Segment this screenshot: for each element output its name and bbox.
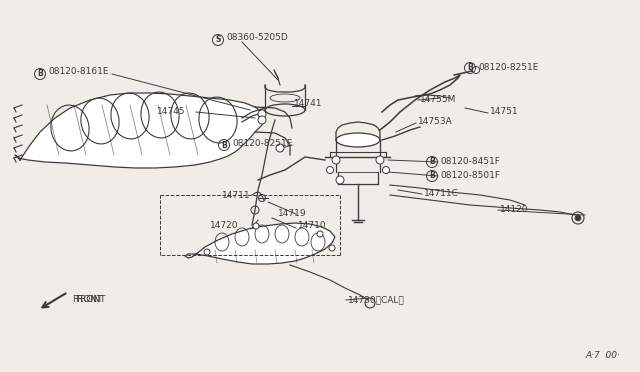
Polygon shape — [15, 93, 265, 168]
Circle shape — [204, 249, 210, 255]
Text: 14730（CAL）: 14730（CAL） — [348, 295, 404, 305]
Circle shape — [276, 144, 284, 152]
Text: B: B — [429, 171, 435, 180]
Circle shape — [383, 167, 390, 173]
Text: FRONT: FRONT — [72, 295, 102, 305]
Text: S: S — [215, 35, 221, 45]
Text: 08120-8161E: 08120-8161E — [48, 67, 109, 77]
Text: 14711: 14711 — [222, 192, 251, 201]
Text: B: B — [37, 70, 43, 78]
Text: B: B — [429, 157, 435, 167]
Circle shape — [336, 176, 344, 184]
Ellipse shape — [336, 133, 380, 147]
Text: FRONT: FRONT — [75, 295, 106, 305]
Circle shape — [317, 231, 323, 237]
Circle shape — [258, 110, 266, 118]
Circle shape — [326, 167, 333, 173]
Circle shape — [329, 245, 335, 251]
Circle shape — [332, 156, 340, 164]
Text: 14755M: 14755M — [420, 96, 456, 105]
Text: 14711C: 14711C — [424, 189, 459, 198]
Polygon shape — [185, 223, 335, 264]
Text: 08120-8501F: 08120-8501F — [440, 171, 500, 180]
Text: 08360-5205D: 08360-5205D — [226, 33, 288, 42]
Text: 14710: 14710 — [298, 221, 326, 231]
Text: 14720: 14720 — [210, 221, 239, 231]
Text: 08120-8451F: 08120-8451F — [440, 157, 500, 167]
Text: 14719: 14719 — [278, 208, 307, 218]
Text: 08120-8251E: 08120-8251E — [478, 64, 538, 73]
Text: 14741: 14741 — [294, 99, 323, 109]
Circle shape — [258, 116, 266, 124]
Circle shape — [253, 223, 259, 229]
Text: B: B — [221, 141, 227, 150]
Text: 14745: 14745 — [157, 108, 186, 116]
Circle shape — [472, 67, 479, 74]
Text: 14751: 14751 — [490, 108, 518, 116]
Text: A·7  00·: A·7 00· — [585, 351, 620, 360]
Text: 08120-8251E: 08120-8251E — [232, 138, 292, 148]
Text: 14753A: 14753A — [418, 118, 452, 126]
Text: B: B — [467, 64, 473, 73]
Circle shape — [376, 156, 384, 164]
Text: 14120: 14120 — [500, 205, 529, 215]
Circle shape — [575, 215, 581, 221]
